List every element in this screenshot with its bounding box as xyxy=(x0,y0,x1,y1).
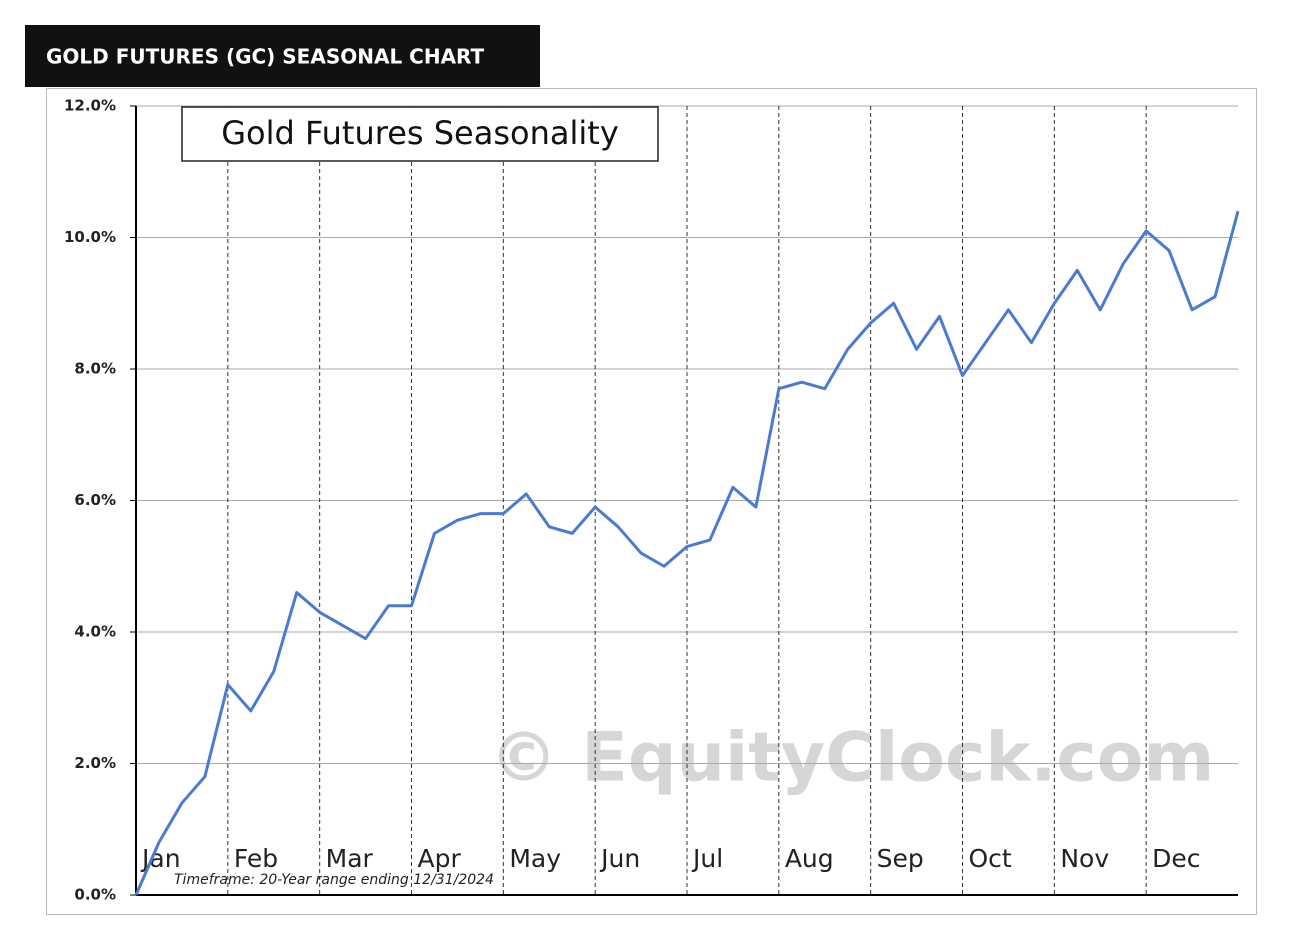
header-box xyxy=(25,25,540,87)
x-tick-label: Jun xyxy=(599,844,640,873)
y-tick-label: 8.0% xyxy=(74,360,116,378)
y-tick-label: 4.0% xyxy=(74,623,116,641)
y-tick-label: 6.0% xyxy=(74,491,116,509)
y-tick-label: 12.0% xyxy=(64,97,116,115)
x-tick-label: Jul xyxy=(691,844,723,873)
y-tick-label: 2.0% xyxy=(74,754,116,772)
x-tick-label: Sep xyxy=(877,844,924,873)
watermark: © EquityClock.com xyxy=(490,719,1215,798)
y-tick-label: 0.0% xyxy=(74,886,116,904)
chart-title: Gold Futures Seasonality xyxy=(221,114,619,152)
x-tick-label: Aug xyxy=(785,844,834,873)
y-tick-label: 10.0% xyxy=(64,228,116,246)
x-tick-label: Oct xyxy=(969,844,1012,873)
x-tick-label: Apr xyxy=(418,844,462,873)
x-tick-label: Mar xyxy=(326,844,374,873)
title-box xyxy=(181,106,659,162)
x-tick-label: Nov xyxy=(1060,844,1109,873)
note: Timeframe: 20-Year range ending 12/31/20… xyxy=(174,872,494,888)
x-tick-label: May xyxy=(509,844,561,873)
x-tick-label: Feb xyxy=(234,844,278,873)
data-line xyxy=(134,210,1240,896)
header-title: GOLD FUTURES (GC) SEASONAL CHART xyxy=(46,45,485,69)
x-tick-label: Dec xyxy=(1152,844,1200,873)
